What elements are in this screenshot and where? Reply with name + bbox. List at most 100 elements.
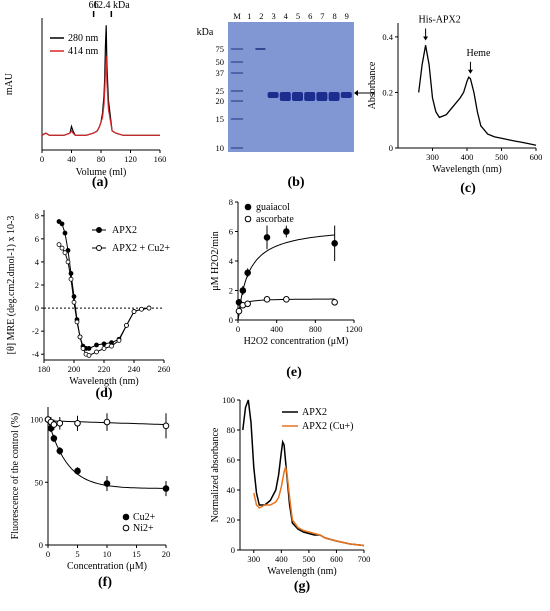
faint-band [255,48,266,50]
x-tick-label: 180 [38,364,51,374]
chart-f: 0 5 10 15 20 0 50 100 Concentration (μM) Fluoresc… [10,407,170,572]
panel-label-d: (d) [95,386,112,401]
legend-marker [122,524,130,532]
lane-label: 1 [247,11,251,21]
marker-kda-label: 15 [216,114,225,124]
data-point [56,242,62,248]
legend-marker [96,227,102,233]
data-point [71,299,77,305]
x-tick-label: 0 [40,154,44,164]
y-tick-label: 0 [39,540,43,550]
data-point [331,299,338,306]
x-tick-label: 200 [68,364,81,374]
legend-label: APX2 (Cu+) [302,421,353,432]
marker-kda-label: 10 [216,143,225,153]
y-tick-label: 6 [35,234,39,244]
data-point [65,259,71,265]
y-tick-label: 0 [389,143,393,153]
annotation-arrowhead [423,36,429,41]
x-tick-label: 240 [128,364,141,374]
protein-band [304,92,316,101]
x-tick-label: 5 [75,549,79,559]
data-point [124,322,129,328]
data-point [331,240,338,247]
marker-kda-label: 20 [216,96,225,106]
lane-label: 5 [296,11,300,21]
y-tick-label: 80 [227,425,236,435]
marker-kda-label: 50 [216,57,225,67]
marker-label: 12.4 kDa [93,0,130,11]
x-tick-label: 700 [358,554,371,564]
x-tick-label: 600 [530,152,543,162]
data-point [283,228,290,235]
x-tick-label: 500 [495,152,508,162]
marker-kda-label: 37 [216,68,225,78]
marker-band [231,72,243,74]
x-axis-label: H2O2 concentration (μM) [244,336,349,347]
panel-label-e: (e) [286,365,302,380]
y-tick-label: 50 [35,477,44,487]
series-line-0 [418,45,537,146]
x-tick-label: 800 [309,324,322,334]
x-tick-label: 260 [158,364,171,374]
legend-label: Ni2+ [133,523,154,534]
data-point [86,346,92,351]
x-tick-label: 600 [330,554,343,564]
data-point [80,346,86,351]
legend-label: ascorbate [256,214,294,225]
series-line-1 [253,464,365,547]
lane-label: 9 [345,11,349,21]
lane-label: 4 [284,11,289,21]
data-point [103,418,111,426]
data-point [94,349,99,355]
y-axis-label: mAU [4,72,15,95]
data-point [131,309,137,314]
x-tick-label: 160 [154,154,167,164]
y-tick-label: 0.2 [382,87,393,97]
protein-band [279,92,291,101]
y-tick-label: 4 [35,257,40,267]
x-tick-label: 1200 [346,324,363,334]
x-axis-label: Wavelength (nm) [69,376,138,387]
y-tick-label: 100 [30,415,43,425]
y-axis-label: [θ] MRE (deg.cm2.dmol-1) x 10-3 [6,216,17,355]
data-point [235,307,243,315]
y-tick-label: 2 [35,280,39,290]
marker-kda-label: 75 [216,44,225,54]
data-point [139,306,144,312]
legend-label: APX2 [112,225,137,236]
series-line-1 [41,56,160,136]
data-point [103,480,111,487]
y-tick-label: 6 [229,227,233,237]
x-tick-label: 300 [247,554,260,564]
y-tick-label: 100 [222,395,235,405]
x-tick-label: 0 [46,549,50,559]
chart-e: 0 400 800 1200 0 2 4 6 8 H2O2 concentration (μM) μ… [210,197,363,347]
fit-curve [237,234,335,321]
data-point [62,250,68,256]
x-tick-label: 300 [426,152,439,162]
legend-label: APX2 [302,407,327,418]
data-point [162,422,170,430]
data-point [162,485,170,492]
data-point [263,234,271,241]
y-tick-label: 0 [231,545,235,555]
y-tick-label: -2 [32,326,39,336]
data-point [56,447,64,455]
x-tick-label: 20 [162,549,171,559]
series-line-0 [41,25,160,136]
y-tick-label: 4 [229,256,234,266]
y-tick-label: 8 [35,211,39,221]
panel-label-f: (f) [98,575,112,590]
data-point [59,245,65,251]
marker-band [231,90,243,92]
x-tick-label: 500 [303,554,316,564]
protein-band [340,92,352,98]
data-point [74,319,80,325]
series-line-0 [58,221,150,349]
chart-d: 180 200 220 240 260 -4 -2 0 2 4 6 8 Wavelength (nm) [… [6,210,170,387]
data-point [283,296,290,303]
kda-label: kDa [197,27,214,38]
data-point [59,221,65,227]
